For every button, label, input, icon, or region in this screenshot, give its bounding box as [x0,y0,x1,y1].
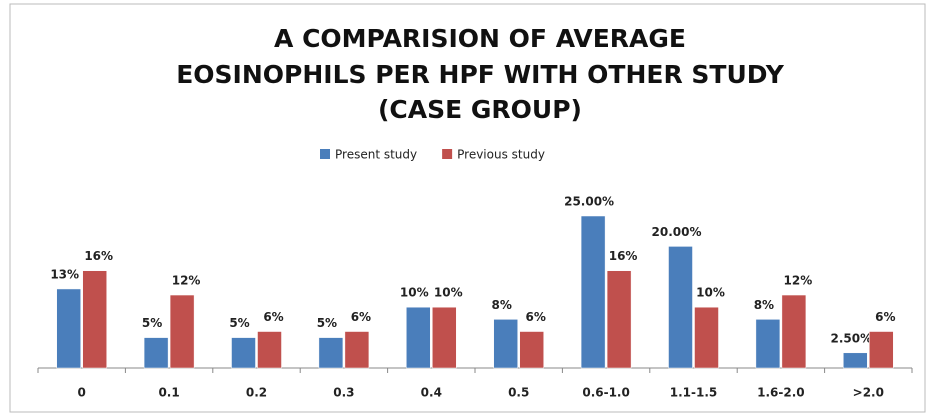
bar [82,270,107,369]
x-tick-label: 1.6-2.0 [757,386,805,400]
data-label: 6% [351,310,371,324]
data-label: 13% [50,267,79,281]
x-tick-label: 0.3 [333,386,354,400]
bar [432,306,457,369]
x-tick-label: 1.1-1.5 [670,386,718,400]
bar [755,319,781,369]
data-label: 6% [875,310,895,324]
bar [344,331,370,369]
legend-label: Present study [335,148,417,162]
legend-swatch [442,149,453,159]
x-tick-label: 0.1 [158,386,179,400]
bar [169,294,195,369]
bar [56,288,81,369]
data-label: 10% [400,286,429,300]
bar [318,337,344,369]
x-tick-label: 0.2 [246,386,267,400]
bar [493,319,518,369]
x-tick-label: 0.6-1.0 [582,386,630,400]
bar [843,352,868,369]
chart-title: (CASE GROUP) [378,95,582,124]
data-label: 12% [784,274,813,288]
data-label: 10% [696,286,725,300]
data-label: 10% [434,286,463,300]
data-label: 6% [526,310,546,324]
bar [694,306,719,369]
data-label: 5% [317,316,337,330]
data-label: 25.00% [564,195,614,209]
legend-swatch [320,149,330,159]
bar [406,306,431,369]
x-tick-label: 0.5 [508,386,529,400]
x-tick-label: >2.0 [853,386,884,400]
x-tick-label: 0 [78,386,86,400]
data-label: 8% [754,298,774,312]
bar [668,246,693,369]
bar [231,337,256,369]
bar [781,294,807,369]
data-label: 8% [492,298,512,312]
chart-title: EOSINOPHILS PER HPF WITH OTHER STUDY [176,60,784,89]
bar [519,331,544,369]
bar [580,215,606,369]
bar [257,331,282,369]
data-label: 16% [609,249,638,263]
chart-title: A COMPARISION OF AVERAGE [274,24,686,53]
legend-label: Previous study [457,148,545,162]
data-label: 5% [229,316,249,330]
bar [606,270,632,369]
bar [143,337,169,369]
data-label: 12% [172,274,201,288]
data-label: 2.50% [830,331,872,345]
data-label: 5% [142,316,162,330]
data-label: 16% [84,249,113,263]
data-label: 20.00% [652,225,702,239]
bar [869,331,894,369]
data-label: 6% [263,310,283,324]
x-tick-label: 0.4 [421,386,442,400]
